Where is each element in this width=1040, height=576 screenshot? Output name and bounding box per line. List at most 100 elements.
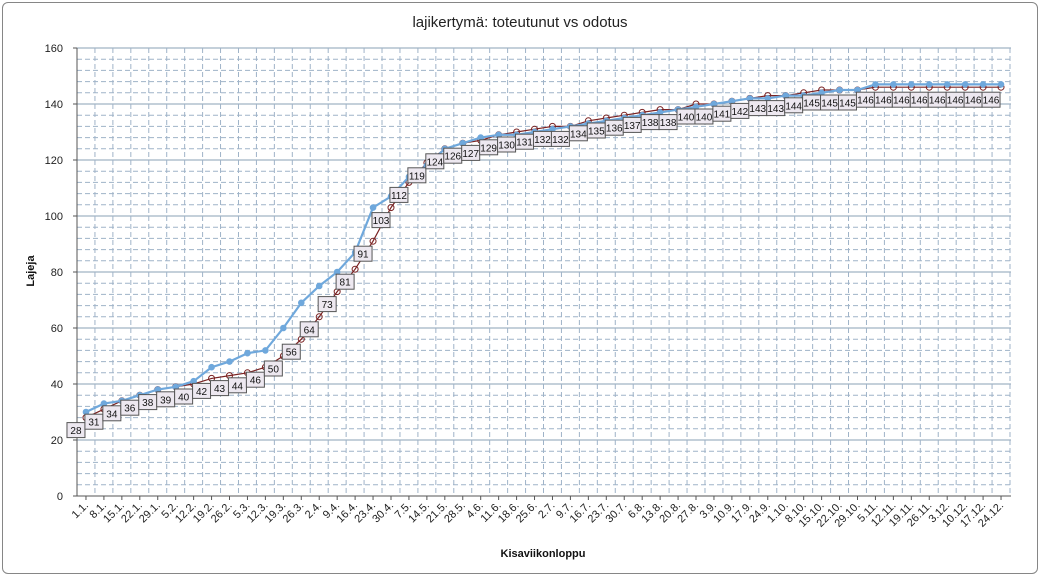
y-axis-label: Lajeja: [25, 255, 37, 287]
data-label-odotus: 146: [945, 91, 965, 108]
data-label-odotus: 39: [156, 391, 176, 408]
data-label-text: 103: [373, 216, 390, 227]
data-point-toteutunut: [943, 81, 951, 88]
data-label-text: 40: [178, 393, 190, 404]
data-label-text: 50: [268, 365, 280, 376]
data-point-toteutunut: [262, 347, 269, 354]
data-point-odotus: [315, 313, 323, 321]
x-tick-label: 2.7.: [536, 500, 557, 521]
data-label-odotus: 112: [389, 186, 409, 203]
data-label-text: 137: [624, 121, 641, 132]
data-point-toteutunut: [226, 358, 233, 365]
data-label-odotus: 146: [927, 91, 947, 108]
data-label-text: 135: [588, 127, 605, 138]
data-label-text: 91: [357, 250, 369, 261]
data-label-box: [389, 186, 409, 203]
y-tick-label: 120: [45, 155, 63, 167]
data-label-odotus: 119: [407, 167, 427, 184]
data-label-odotus: 103: [371, 212, 391, 229]
data-label-odotus: 126: [443, 147, 463, 164]
data-label-odotus: 138: [640, 114, 660, 131]
data-label-text: 132: [534, 135, 551, 146]
data-label-text: 138: [642, 118, 659, 129]
data-point-toteutunut: [872, 81, 879, 88]
y-tick-label: 140: [45, 99, 63, 111]
data-label-odotus: 129: [479, 139, 499, 156]
data-label-text: 144: [785, 101, 802, 112]
data-point-odotus: [387, 204, 395, 212]
data-label-text: 146: [983, 96, 1000, 107]
data-point-toteutunut: [244, 349, 251, 357]
data-label-text: 43: [214, 384, 226, 395]
data-label-odotus: 146: [981, 91, 1001, 108]
data-labels: 28 31 34 36 38 39 40 42 43 44 46 50 56 64 73 81 91 103 112…: [66, 91, 1001, 439]
data-label-odotus: 124: [425, 153, 445, 170]
data-label-odotus: 136: [604, 119, 624, 136]
data-label-text: 146: [857, 96, 874, 107]
data-label-odotus: 143: [748, 100, 768, 117]
data-point-toteutunut: [961, 81, 969, 88]
data-label-text: 34: [106, 409, 118, 420]
data-label-odotus: 134: [568, 125, 588, 142]
data-label-box: [84, 413, 104, 430]
x-tick-labels: 1.1.8.1.15.1.22.1.29.1.5.2.12.2.19.2.26.…: [70, 496, 1006, 530]
data-label-odotus: 36: [120, 399, 140, 416]
data-label-odotus: 43: [210, 380, 230, 397]
data-label-odotus: 132: [532, 130, 552, 147]
data-label-text: 28: [70, 426, 82, 437]
data-label-box: [353, 245, 373, 262]
data-label-odotus: 146: [873, 91, 893, 108]
data-label-text: 39: [160, 395, 172, 406]
data-label-odotus: 64: [299, 321, 319, 338]
data-label-odotus: 141: [712, 105, 732, 122]
data-label-text: 132: [552, 135, 569, 146]
data-label-odotus: 130: [497, 136, 517, 153]
y-tick-labels: 0 20 40 60 80 100 120 140 160: [45, 43, 77, 503]
data-label-odotus: 28: [66, 422, 86, 439]
data-point-toteutunut: [315, 282, 323, 290]
data-label-text: 143: [749, 104, 766, 115]
data-point-toteutunut: [280, 324, 287, 332]
data-label-odotus: 127: [461, 144, 481, 161]
data-label-box: [335, 273, 355, 290]
data-label-text: 42: [196, 387, 208, 398]
data-label-text: 134: [570, 129, 587, 140]
data-label-text: 146: [929, 96, 946, 107]
data-label-text: 145: [821, 99, 838, 110]
data-label-odotus: 143: [766, 100, 786, 117]
y-tick-label: 160: [45, 43, 63, 55]
data-label-odotus: 73: [317, 296, 337, 313]
x-axis-label: Kisaviikonloppu: [501, 548, 586, 560]
data-label-text: 136: [606, 124, 623, 135]
data-label-odotus: 132: [550, 130, 570, 147]
data-label-odotus: 145: [802, 94, 822, 111]
data-label-text: 38: [142, 398, 154, 409]
data-label-text: 143: [767, 104, 784, 115]
data-label-text: 36: [124, 404, 136, 415]
data-label-odotus: 135: [586, 122, 606, 139]
y-tick-label: 80: [51, 267, 63, 279]
data-point-toteutunut: [369, 204, 377, 211]
data-label-box: [66, 422, 86, 439]
y-tick-label: 20: [51, 435, 63, 447]
data-label-text: 124: [426, 157, 443, 168]
data-point-toteutunut: [979, 81, 987, 88]
data-label-box: [407, 167, 427, 184]
data-label-box: [245, 371, 265, 388]
data-label-text: 146: [911, 96, 928, 107]
data-label-text: 141: [714, 110, 731, 121]
data-label-odotus: 38: [138, 394, 158, 411]
data-label-odotus: 31: [84, 413, 104, 430]
data-point-toteutunut: [925, 81, 933, 88]
data-point-odotus: [369, 237, 377, 245]
data-label-odotus: 46: [245, 371, 265, 388]
data-label-text: 146: [947, 96, 964, 107]
data-label-odotus: 91: [353, 245, 373, 262]
x-tick-label: 2.4.: [303, 500, 324, 521]
y-tick-label: 40: [51, 379, 63, 391]
data-label-odotus: 146: [909, 91, 929, 108]
data-label-text: 119: [409, 171, 425, 182]
data-label-odotus: 56: [281, 343, 301, 360]
data-point-toteutunut: [908, 81, 915, 88]
data-label-odotus: 40: [174, 388, 194, 405]
